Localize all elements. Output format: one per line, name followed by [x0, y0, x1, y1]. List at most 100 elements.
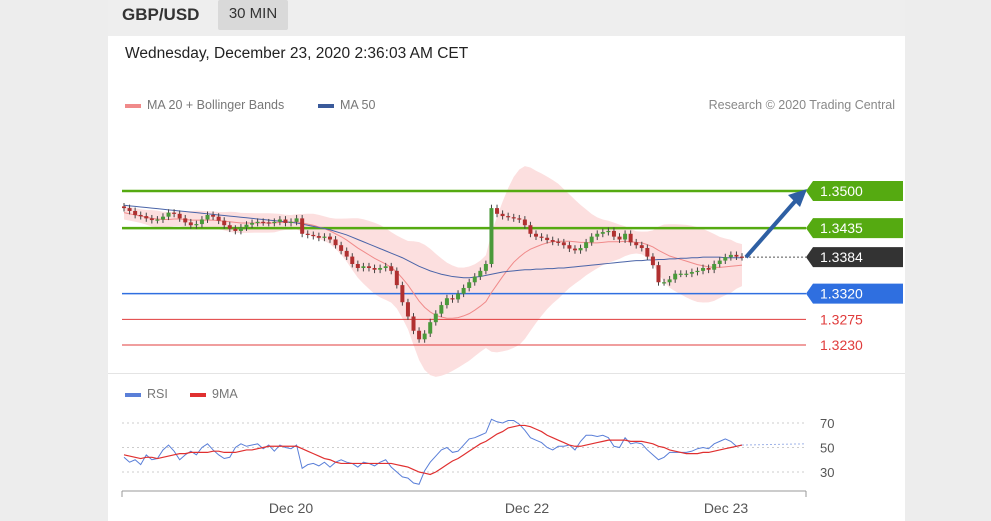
- price-level-label: 1.3230: [820, 337, 863, 353]
- candle-body: [250, 222, 255, 225]
- candle-body: [717, 260, 722, 265]
- price-level-label: 1.3275: [820, 311, 863, 327]
- price-tag: [806, 283, 903, 304]
- candle-body: [561, 242, 566, 246]
- candle-body: [255, 221, 260, 223]
- candle-body: [149, 218, 154, 221]
- candle-body: [450, 298, 455, 300]
- candle-body: [667, 279, 672, 283]
- rsi-tick-label: 50: [820, 441, 834, 456]
- candle-body: [177, 213, 182, 219]
- candle-body: [439, 305, 444, 314]
- candle-body: [639, 245, 644, 249]
- candle-body: [355, 264, 360, 268]
- rsi-tick-label: 30: [820, 465, 834, 480]
- forecast-arrow: [744, 196, 800, 259]
- candles: [122, 202, 744, 343]
- candle-body: [344, 250, 349, 257]
- candle-body: [394, 270, 399, 286]
- legend-swatch: [318, 103, 334, 108]
- candle-body: [689, 271, 694, 274]
- timeframe-button[interactable]: 30 MIN: [218, 0, 288, 30]
- candle-body: [673, 273, 678, 280]
- legend-ma20: MA 20 + Bollinger Bands: [125, 98, 284, 112]
- candle-body: [467, 282, 472, 288]
- price-tag-label: 1.3435: [820, 220, 863, 236]
- candle-body: [528, 225, 533, 234]
- candle-body: [589, 236, 594, 243]
- candle-body: [611, 230, 616, 237]
- ma50-line: [123, 204, 742, 279]
- candle-body: [545, 237, 550, 241]
- price-tag-label: 1.3500: [820, 183, 863, 199]
- candle-body: [183, 218, 188, 223]
- candle-body: [238, 227, 243, 231]
- candle-body: [277, 219, 282, 222]
- candle-body: [122, 206, 126, 209]
- candle-body: [144, 216, 149, 219]
- candle-body: [400, 285, 405, 303]
- candle-body: [706, 268, 711, 270]
- legend-label: MA 50: [340, 98, 376, 112]
- price-tag-label: 1.3384: [820, 249, 863, 265]
- timestamp: Wednesday, December 23, 2020 2:36:03 AM …: [125, 45, 469, 62]
- candle-body: [216, 216, 221, 221]
- candle-body: [378, 268, 383, 270]
- candle-body: [422, 333, 427, 340]
- candle-body: [534, 233, 538, 237]
- candle-body: [684, 273, 689, 275]
- legend-ma50: MA 50: [318, 98, 375, 112]
- forecast-arrow-head: [788, 189, 807, 207]
- candle-body: [155, 219, 160, 221]
- candle-body: [283, 219, 288, 223]
- legend-label: RSI: [147, 387, 168, 401]
- candle-body: [339, 245, 344, 251]
- candle-body: [227, 225, 232, 229]
- candle-body: [322, 236, 327, 238]
- candle-body: [138, 214, 143, 217]
- candle-body: [456, 293, 461, 300]
- candle-body: [461, 287, 466, 294]
- instrument-title: GBP/USD: [122, 5, 200, 24]
- candle-body: [550, 240, 555, 242]
- candle-body: [606, 230, 611, 233]
- candle-body: [472, 276, 477, 283]
- x-tick-label: Dec 20: [269, 500, 314, 516]
- panel-separator: [108, 373, 905, 374]
- candle-body: [205, 214, 210, 220]
- price-tag: [806, 218, 903, 239]
- legend-label: MA 20 + Bollinger Bands: [147, 98, 285, 112]
- candle-body: [617, 236, 622, 240]
- legend-swatch: [125, 392, 141, 397]
- candle-body: [188, 222, 193, 226]
- candle-body: [389, 266, 394, 271]
- candle-body: [572, 248, 577, 251]
- candle-body: [444, 298, 449, 306]
- candle-body: [194, 224, 199, 226]
- legend-9ma: 9MA: [190, 387, 238, 401]
- price-tag-label: 1.3320: [820, 286, 863, 302]
- candle-body: [489, 208, 494, 265]
- legend-label: 9MA: [212, 387, 238, 401]
- candle-body: [166, 212, 171, 217]
- price-tag: [806, 247, 903, 268]
- candle-body: [266, 222, 271, 224]
- candle-body: [316, 236, 321, 238]
- candle-body: [272, 221, 277, 223]
- rsi-tick-label: 70: [820, 416, 834, 431]
- candle-body: [433, 313, 438, 323]
- candle-body: [634, 242, 639, 246]
- ma20-line: [123, 212, 743, 319]
- candle-body: [328, 236, 332, 240]
- candle-body: [650, 256, 655, 266]
- candle-body: [333, 239, 338, 246]
- candle-body: [361, 266, 366, 268]
- candle-body: [222, 220, 227, 226]
- candle-body: [734, 254, 739, 257]
- candle-body: [127, 208, 132, 211]
- candle-body: [383, 266, 388, 268]
- candle-body: [294, 218, 299, 222]
- candle-body: [411, 316, 416, 331]
- candle-body: [289, 221, 294, 223]
- candle-body: [556, 241, 561, 243]
